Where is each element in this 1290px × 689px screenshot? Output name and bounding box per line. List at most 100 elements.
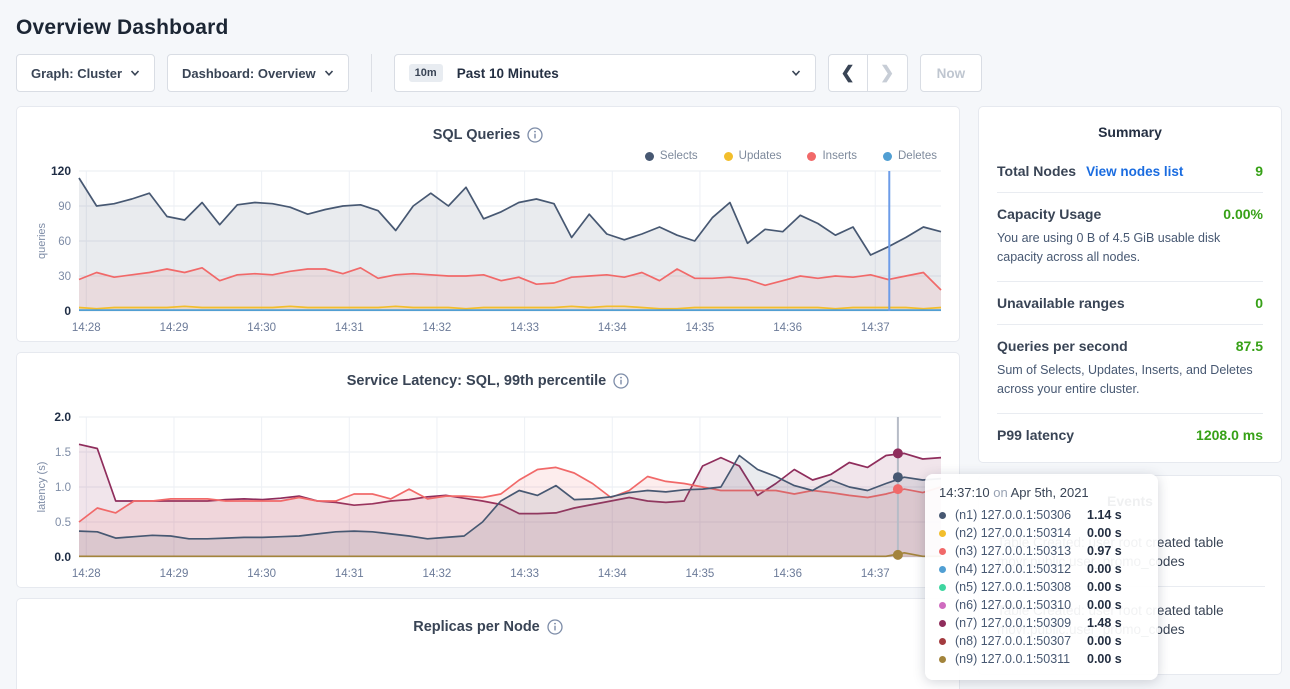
summary-label: Queries per second: [997, 337, 1128, 354]
series-dot: [939, 583, 946, 591]
summary-row: Queries per second 87.5 Sum of Selects, Up…: [997, 325, 1263, 413]
info-icon[interactable]: [547, 618, 563, 635]
legend-item[interactable]: Selects: [644, 150, 698, 162]
svg-text:14:31: 14:31: [335, 322, 364, 334]
legend-item[interactable]: Updates: [723, 150, 781, 162]
svg-text:14:37: 14:37: [861, 568, 890, 580]
main-content: SQL Queries Selects Updates Inserts Deletes…: [0, 92, 1290, 689]
divider: [997, 280, 1263, 282]
time-range-selector[interactable]: 10m Past 10 Minutes: [393, 54, 816, 92]
time-forward-button[interactable]: ❯: [867, 54, 908, 92]
summary-value: 1208.0 ms: [1196, 426, 1263, 443]
svg-text:2.0: 2.0: [54, 411, 71, 424]
chevron-down-icon: [324, 70, 333, 76]
legend-item[interactable]: Deletes: [883, 150, 937, 162]
info-icon[interactable]: [527, 126, 543, 143]
summary-title: Summary: [1098, 124, 1162, 140]
svg-text:14:29: 14:29: [160, 568, 189, 580]
svg-text:14:28: 14:28: [72, 322, 101, 334]
tooltip-node-value: 0.00 s: [1087, 562, 1122, 576]
info-icon[interactable]: [613, 372, 629, 389]
summary-label: P99 latency: [997, 426, 1075, 443]
tooltip-node-value: 0.00 s: [1087, 598, 1122, 612]
series-dot: [939, 529, 946, 537]
now-button[interactable]: Now: [919, 54, 983, 92]
svg-text:14:35: 14:35: [686, 568, 715, 580]
summary-row: P99 latency 1208.0 ms: [997, 414, 1263, 456]
chart-panel-sql-queries: SQL Queries Selects Updates Inserts Deletes…: [16, 106, 960, 342]
series-dot: [939, 511, 946, 519]
summary-row: Total Nodes View nodes list 9: [997, 150, 1263, 192]
tooltip-row: (n6) 127.0.0.1:50310 0.00 s: [939, 596, 1144, 614]
tooltip-header: 14:37:10 on Apr 5th, 2021: [939, 485, 1144, 500]
svg-text:0: 0: [64, 304, 71, 318]
svg-text:1.0: 1.0: [55, 482, 71, 494]
chart-title-text: SQL Queries: [432, 126, 521, 143]
svg-text:14:36: 14:36: [773, 322, 802, 334]
legend-dot: [723, 151, 733, 161]
tooltip-row: (n3) 127.0.0.1:50313 0.97 s: [939, 542, 1144, 560]
series-dot: [939, 619, 946, 627]
chart-title: SQL Queries: [33, 107, 943, 147]
tooltip-node-value: 0.00 s: [1087, 526, 1122, 540]
summary-desc: Sum of Selects, Updates, Inserts, and De…: [997, 362, 1253, 397]
legend-dot: [644, 151, 654, 161]
summary-label: Total Nodes: [997, 163, 1077, 179]
svg-text:14:33: 14:33: [510, 568, 539, 580]
dashboard-dropdown-label: Dashboard: Overview: [182, 65, 316, 81]
summary-value: 0.00%: [1223, 206, 1263, 222]
tooltip-node-address: (n3) 127.0.0.1:50313: [955, 544, 1072, 558]
tooltip-row: (n8) 127.0.0.1:50307 0.00 s: [939, 632, 1144, 650]
summary-panel: Summary Total Nodes View nodes list 9 Capac…: [978, 106, 1282, 463]
summary-rows: Total Nodes View nodes list 9 Capacity Usag…: [979, 150, 1281, 462]
graph-dropdown-label: Graph: Cluster: [31, 65, 123, 81]
toolbar: Graph: Cluster Dashboard: Overview 10m P…: [16, 54, 1274, 92]
toolbar-divider: [370, 54, 372, 92]
svg-text:14:33: 14:33: [510, 322, 539, 334]
svg-text:14:31: 14:31: [335, 568, 364, 580]
divider: [997, 192, 1263, 193]
divider: [997, 323, 1263, 325]
dashboard-dropdown[interactable]: Dashboard: Overview: [167, 54, 349, 92]
graph-dropdown[interactable]: Graph: Cluster: [16, 54, 156, 92]
time-range-badge: 10m: [408, 64, 443, 82]
tooltip-node-value: 0.97 s: [1087, 544, 1122, 558]
summary-value: 87.5: [1235, 337, 1263, 354]
tooltip-node-address: (n8) 127.0.0.1:50307: [955, 634, 1072, 648]
series-dot: [939, 637, 946, 645]
summary-row: Unavailable ranges 0: [997, 282, 1263, 324]
chart-title: Service Latency: SQL, 99th percentile: [33, 353, 943, 393]
chart-legend: Selects Updates Inserts Deletes: [33, 147, 943, 165]
series-dot: [939, 547, 946, 555]
series-dot: [939, 655, 946, 663]
svg-text:14:32: 14:32: [423, 568, 452, 580]
sql-queries-chart[interactable]: 0 30 60 90 120 14:28 14:29 14:30 14:31 14:32 14:33…: [33, 165, 945, 341]
summary-value: 9: [1255, 163, 1263, 179]
series-dot: [939, 601, 946, 609]
tooltip-time: 14:37:10: [939, 485, 990, 500]
time-step-buttons: ❮ ❯: [827, 54, 908, 92]
svg-text:0.5: 0.5: [55, 517, 71, 529]
chart-title-text: Replicas per Node: [413, 618, 540, 635]
legend-dot: [883, 151, 892, 161]
tooltip-node-address: (n5) 127.0.0.1:50308: [955, 580, 1072, 594]
summary-desc: You are using 0 B of 4.5 GiB usable disk…: [997, 231, 1221, 265]
svg-text:14:36: 14:36: [773, 568, 802, 580]
chevron-down-icon: [130, 70, 140, 76]
tooltip-on-word: on: [993, 485, 1008, 500]
summary-label: Capacity Usage: [997, 206, 1102, 222]
time-back-button[interactable]: ❮: [827, 54, 868, 92]
sidebar-column: Summary Total Nodes View nodes list 9 Capac…: [978, 106, 1282, 675]
tooltip-row: (n5) 127.0.0.1:50308 0.00 s: [939, 578, 1144, 596]
svg-text:14:34: 14:34: [598, 322, 627, 334]
service-latency-chart[interactable]: 0.0 0.5 1.0 1.5 2.0 14:28 14:29 14:30 14:31 14:32…: [33, 411, 945, 587]
summary-label: Unavailable ranges: [997, 294, 1125, 311]
tooltip-node-address: (n2) 127.0.0.1:50314: [955, 526, 1072, 540]
tooltip-node-value: 1.14 s: [1087, 508, 1122, 522]
svg-text:14:37: 14:37: [861, 322, 890, 334]
summary-link[interactable]: View nodes list: [1086, 164, 1184, 179]
legend-item[interactable]: Inserts: [807, 150, 857, 162]
svg-text:14:28: 14:28: [72, 568, 101, 580]
tooltip-row: (n7) 127.0.0.1:50309 1.48 s: [939, 614, 1144, 632]
chart-panel-replicas-per-node: Replicas per Node: [16, 598, 960, 689]
